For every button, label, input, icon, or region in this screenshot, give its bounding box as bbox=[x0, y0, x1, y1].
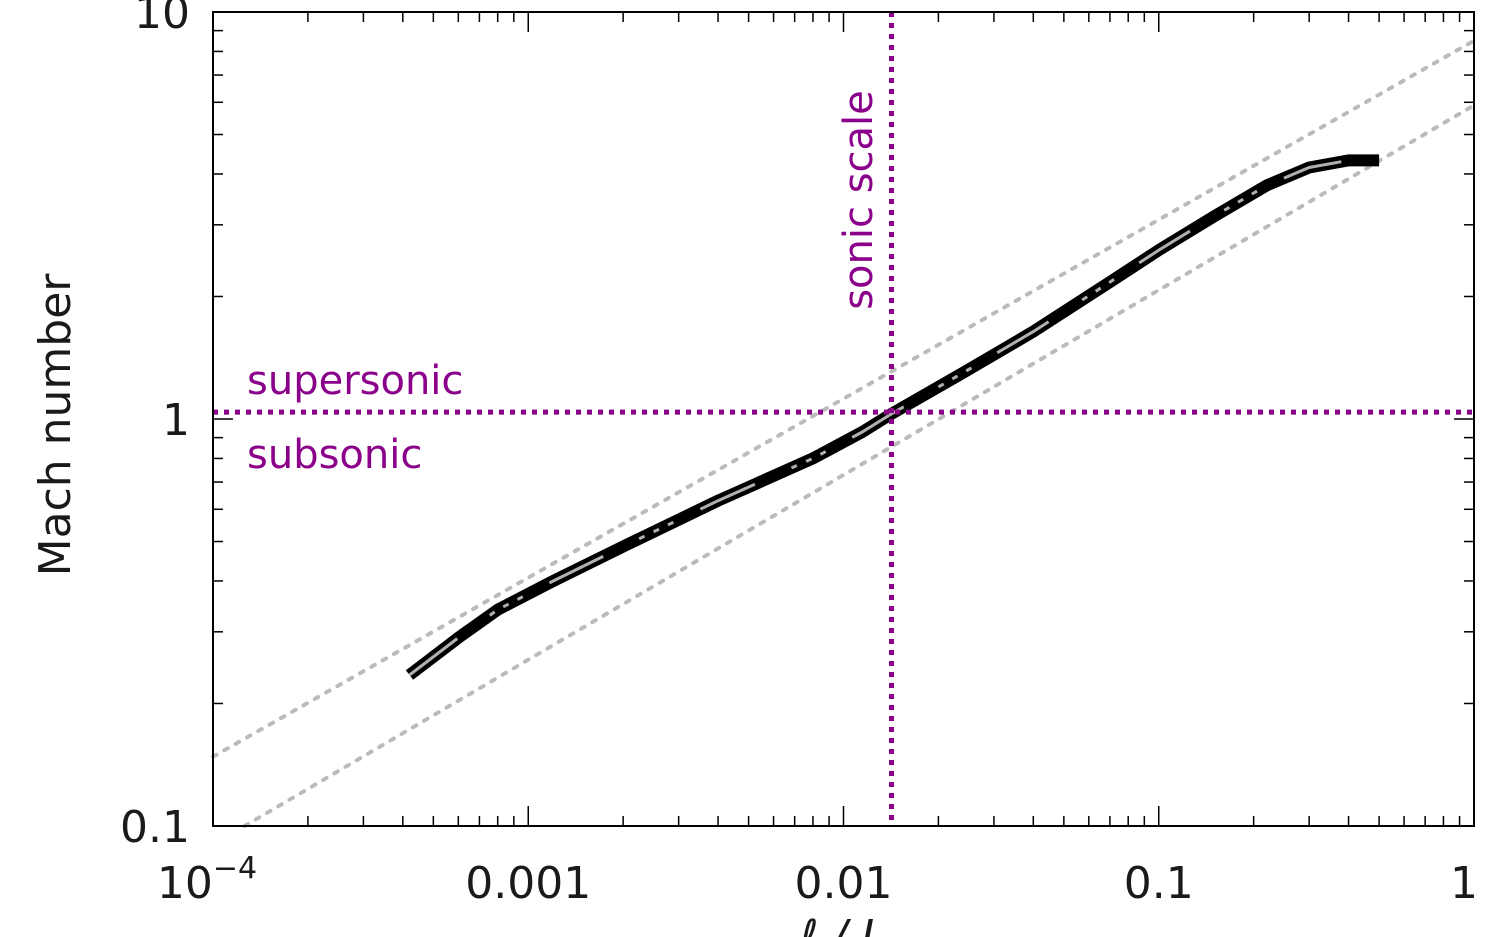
plot-frame bbox=[212, 11, 1475, 827]
reference-line bbox=[242, 103, 1476, 828]
y-tick-label: 0.1 bbox=[120, 802, 190, 853]
supersonic-label: supersonic bbox=[247, 358, 463, 404]
y-tick-label: 1 bbox=[162, 395, 190, 446]
reference-line bbox=[211, 38, 1476, 759]
x-tick-label: 10−4 bbox=[157, 851, 257, 909]
x-axis-title: ℓ / L bbox=[799, 911, 886, 937]
x-tick-label: 1 bbox=[1450, 858, 1478, 909]
sonic-scale-label: sonic scale bbox=[836, 90, 882, 310]
y-axis-title: Mach number bbox=[30, 273, 81, 577]
x-tick-label: 0.01 bbox=[795, 858, 893, 909]
ticks bbox=[212, 12, 1474, 827]
y-tick-label: 10 bbox=[134, 0, 190, 39]
data-lines bbox=[211, 12, 1476, 828]
mach-curve bbox=[405, 154, 1380, 680]
x-tick-label: 0.001 bbox=[465, 858, 591, 909]
tick-labels: 10−4 0.001 0.01 0.1 1 0.1 1 10 bbox=[120, 0, 1478, 909]
subsonic-label: subsonic bbox=[247, 432, 422, 478]
x-tick-label: 0.1 bbox=[1124, 858, 1194, 909]
